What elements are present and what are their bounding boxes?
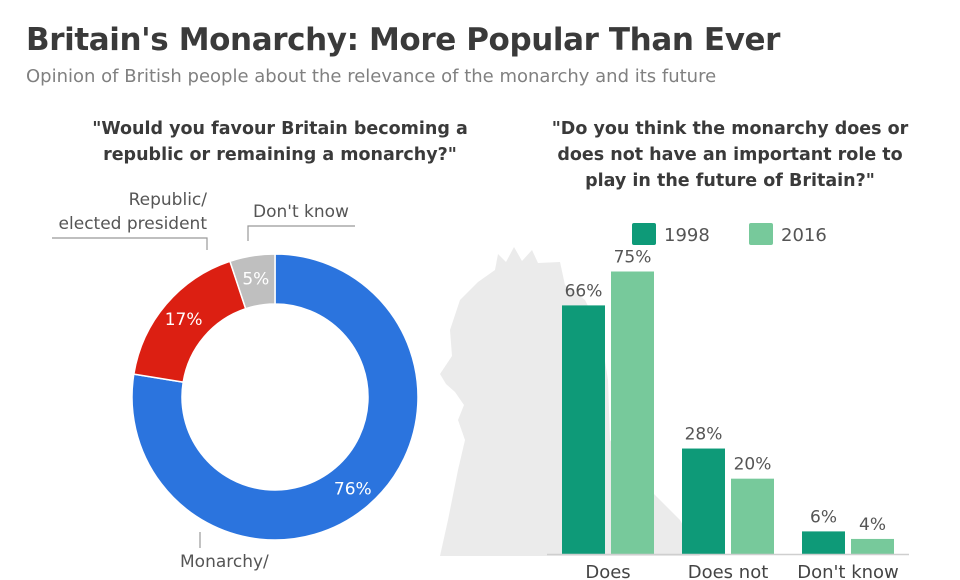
legend-label-2016: 2016 [781,225,827,246]
donut-value-label-dont-know: 5% [242,270,269,290]
donut-value-label-monarchy: 76% [334,479,372,499]
donut-leaders [52,225,355,548]
bar-value-label-does-2016: 75% [614,248,652,268]
bar-dont-know-1998 [802,531,845,554]
donut-chart: 76% 17% 5% [131,253,419,541]
donut-question-line-2: republic or remaining a monarchy?" [103,145,457,165]
slice-label-republic-2: elected president [59,214,208,234]
slice-label-monarchy-1: Monarchy/ [180,552,269,572]
category-label-does: Does [585,562,630,580]
legend-swatch-2016 [749,223,773,245]
bar-value-label-dont-know-2016: 4% [859,515,886,535]
slice-label-republic-1: Republic/ [129,190,208,210]
bar-does-1998 [562,305,605,554]
page-title: Britain's Monarchy: More Popular Than Ev… [26,22,781,58]
donut-question-line-1: "Would you favour Britain becoming a [92,119,468,139]
bar-value-label-dont-know-1998: 6% [810,507,837,527]
slice-label-dont-know: Don't know [253,202,349,222]
bar-dont-know-2016 [851,538,894,554]
bar-question: "Do you think the monarchy does or does … [520,116,940,194]
bar-chart: 66% 75% Does 28% 20% Does not 6% 4% Don't know [562,248,899,580]
bar-does-not-1998 [682,448,725,554]
bar-value-label-does-not-2016: 20% [734,455,772,475]
bar-question-line-3: play in the future of Britain?" [585,171,875,191]
donut-question: "Would you favour Britain becoming a rep… [60,116,500,168]
bar-question-line-2: does not have an important role to [557,145,903,165]
category-label-does-not: Does not [688,562,769,580]
bar-legend: 1998 2016 [632,223,827,246]
legend-swatch-1998 [632,223,656,245]
category-label-dont-know: Don't know [797,562,899,580]
donut-slice-dont-know [228,253,276,310]
legend-label-1998: 1998 [664,225,710,246]
bar-does-2016 [611,271,654,554]
bar-does-not-2016 [731,478,774,554]
leader-line-dont-know [247,225,355,241]
bar-value-label-does-not-1998: 28% [685,425,723,445]
page-subtitle: Opinion of British people about the rele… [26,66,717,87]
bar-value-label-does-1998: 66% [565,281,603,301]
donut-value-label-republic: 17% [165,310,203,330]
leader-line-republic [52,237,208,250]
donut-slice-monarchy [131,253,419,541]
bar-question-line-1: "Do you think the monarchy does or [551,119,909,139]
